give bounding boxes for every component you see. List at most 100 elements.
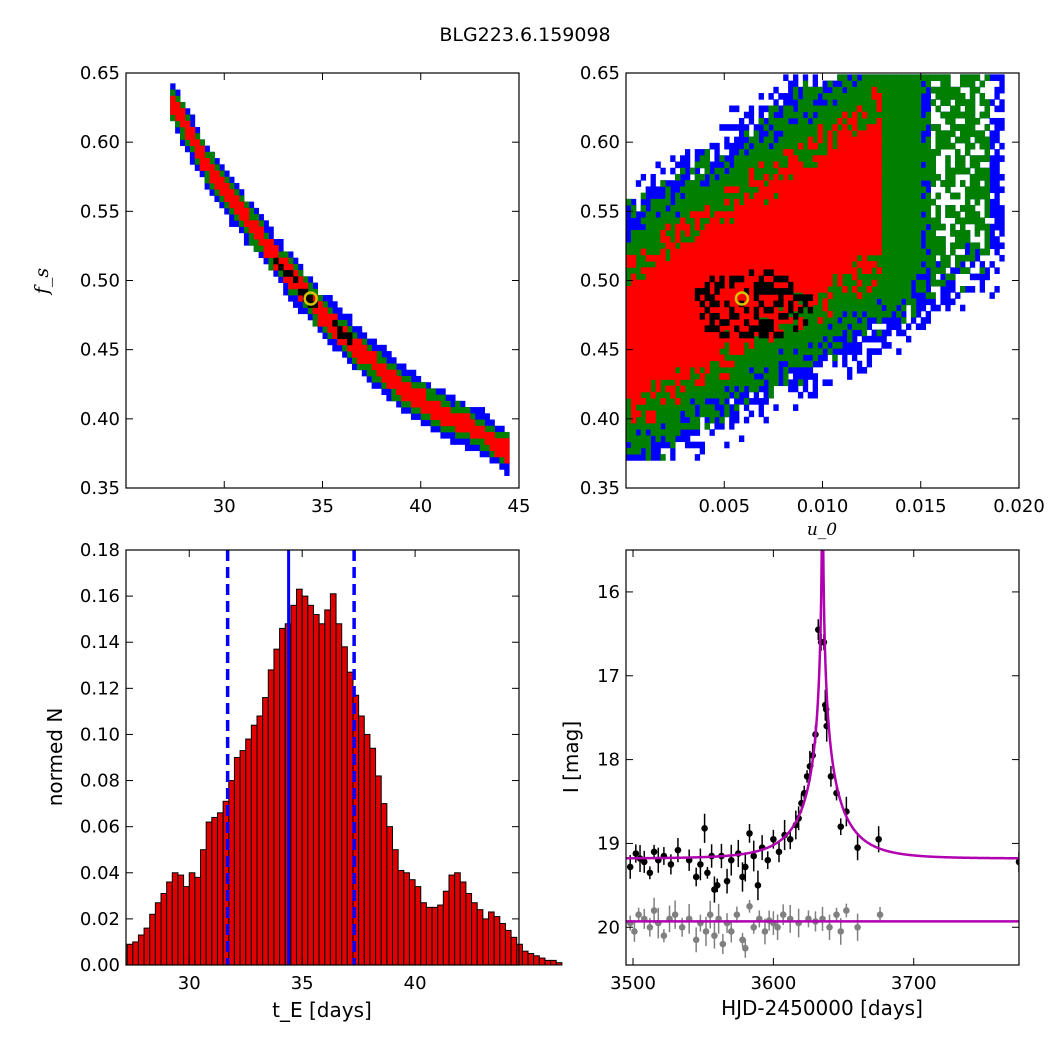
density-cell-green (635, 273, 642, 281)
density-cell-blue (278, 276, 284, 283)
density-cell-blue (650, 454, 656, 461)
density-cell-blue (684, 161, 691, 169)
density-cell-green (684, 211, 691, 218)
density-cell-blue (793, 348, 799, 355)
density-cell-blue (812, 373, 818, 380)
density-cell-blue (930, 304, 936, 312)
density-cell-red (189, 126, 196, 134)
density-cell-blue (994, 192, 1000, 200)
density-cell-red (371, 363, 377, 371)
density-cell-blue (856, 317, 863, 324)
density-cell-green (484, 444, 490, 452)
density-cell-red (238, 207, 245, 215)
density-cell-green (219, 170, 225, 178)
density-cell-green (366, 344, 373, 352)
density-cell-blue (743, 404, 750, 411)
density-cell-red (170, 108, 176, 115)
density-cell-blue (719, 404, 725, 411)
density-cell-blue (655, 192, 661, 200)
density-cell-green (665, 410, 671, 418)
density-cell-green (494, 431, 500, 439)
density-cell-blue (675, 211, 681, 218)
density-cell-blue (734, 416, 740, 424)
density-cell-blue (999, 99, 1005, 106)
density-cell-blue (729, 155, 735, 162)
density-cell-blue (910, 279, 917, 287)
density-cell-blue (194, 126, 201, 134)
density-cell-blue (401, 363, 407, 371)
density-cell-blue (347, 319, 353, 327)
density-cell-green (342, 319, 348, 327)
p1-ticks: 30 35 40 450.350.400.450.500.550.600.65 (80, 63, 531, 517)
density-cell-blue (689, 429, 696, 436)
density-cell-blue (460, 438, 466, 445)
density-cell-blue (763, 416, 769, 424)
density-cell-blue (337, 313, 343, 321)
density-cell-red (214, 176, 220, 184)
density-cell-blue (626, 223, 632, 231)
density-cell-green (469, 413, 476, 420)
density-cell-green (719, 198, 725, 206)
density-cell-blue (822, 99, 828, 106)
density-cell-green (660, 416, 666, 424)
density-cell-green (655, 236, 661, 243)
density-cell-green (665, 379, 671, 387)
density-cell-blue (793, 385, 799, 393)
density-cell-blue (920, 93, 927, 100)
density-cell-blue (435, 425, 441, 433)
density-cell-blue (665, 180, 671, 187)
density-cell-red (258, 226, 264, 234)
density-cell-blue (650, 192, 656, 200)
density-cell-green (675, 391, 681, 399)
density-cell-green (660, 379, 666, 387)
density-cell-blue (763, 105, 769, 113)
y-tick-label: 0.65 (80, 63, 120, 84)
density-cell-blue (940, 273, 946, 281)
density-cell-blue (650, 435, 656, 443)
density-cell-green (396, 394, 402, 402)
density-cell-blue (371, 338, 377, 346)
density-cell-green (650, 404, 656, 411)
density-cell-green (704, 410, 710, 418)
density-cell-red (474, 425, 481, 433)
density-cell-blue (847, 323, 853, 331)
density-cell-green (704, 391, 710, 399)
density-cell-blue (915, 304, 922, 312)
density-cell-red (410, 394, 417, 402)
density-cell-blue (802, 373, 809, 380)
density-cell-green (670, 422, 676, 430)
density-cell-green (655, 410, 661, 418)
density-cell-green (670, 398, 676, 405)
density-cell-blue (640, 223, 647, 231)
density-cell-blue (635, 223, 642, 231)
density-cell-green (640, 416, 647, 424)
density-cell-green (278, 251, 284, 259)
density-cell-green (689, 223, 696, 231)
density-cell-red (450, 419, 456, 427)
density-cell-blue (297, 301, 304, 308)
density-cell-blue (807, 354, 814, 362)
density-cell-green (709, 205, 715, 212)
density-cell-blue (689, 441, 696, 449)
density-cell-blue (680, 410, 686, 418)
density-cell-green (689, 391, 696, 399)
density-cell-blue (753, 373, 760, 380)
density-cell-green (684, 217, 691, 225)
density-cell-blue (293, 301, 299, 308)
density-cell-blue (738, 130, 745, 138)
density-cell-blue (994, 180, 1000, 187)
density-cell-green (420, 413, 427, 420)
density-cell-blue (881, 304, 887, 312)
density-cell-blue (945, 304, 951, 312)
density-cell-blue (925, 317, 931, 324)
density-cell-green (689, 198, 696, 206)
density-cell-green (635, 242, 642, 250)
density-cell-green (709, 360, 715, 368)
density-cell-green (714, 379, 720, 387)
density-cell-blue (778, 105, 784, 113)
density-cell-blue (650, 447, 656, 455)
density-cell-blue (866, 354, 873, 362)
density-cell-red (224, 189, 230, 196)
density-cell-red (189, 139, 196, 147)
density-cell-red (469, 419, 476, 427)
